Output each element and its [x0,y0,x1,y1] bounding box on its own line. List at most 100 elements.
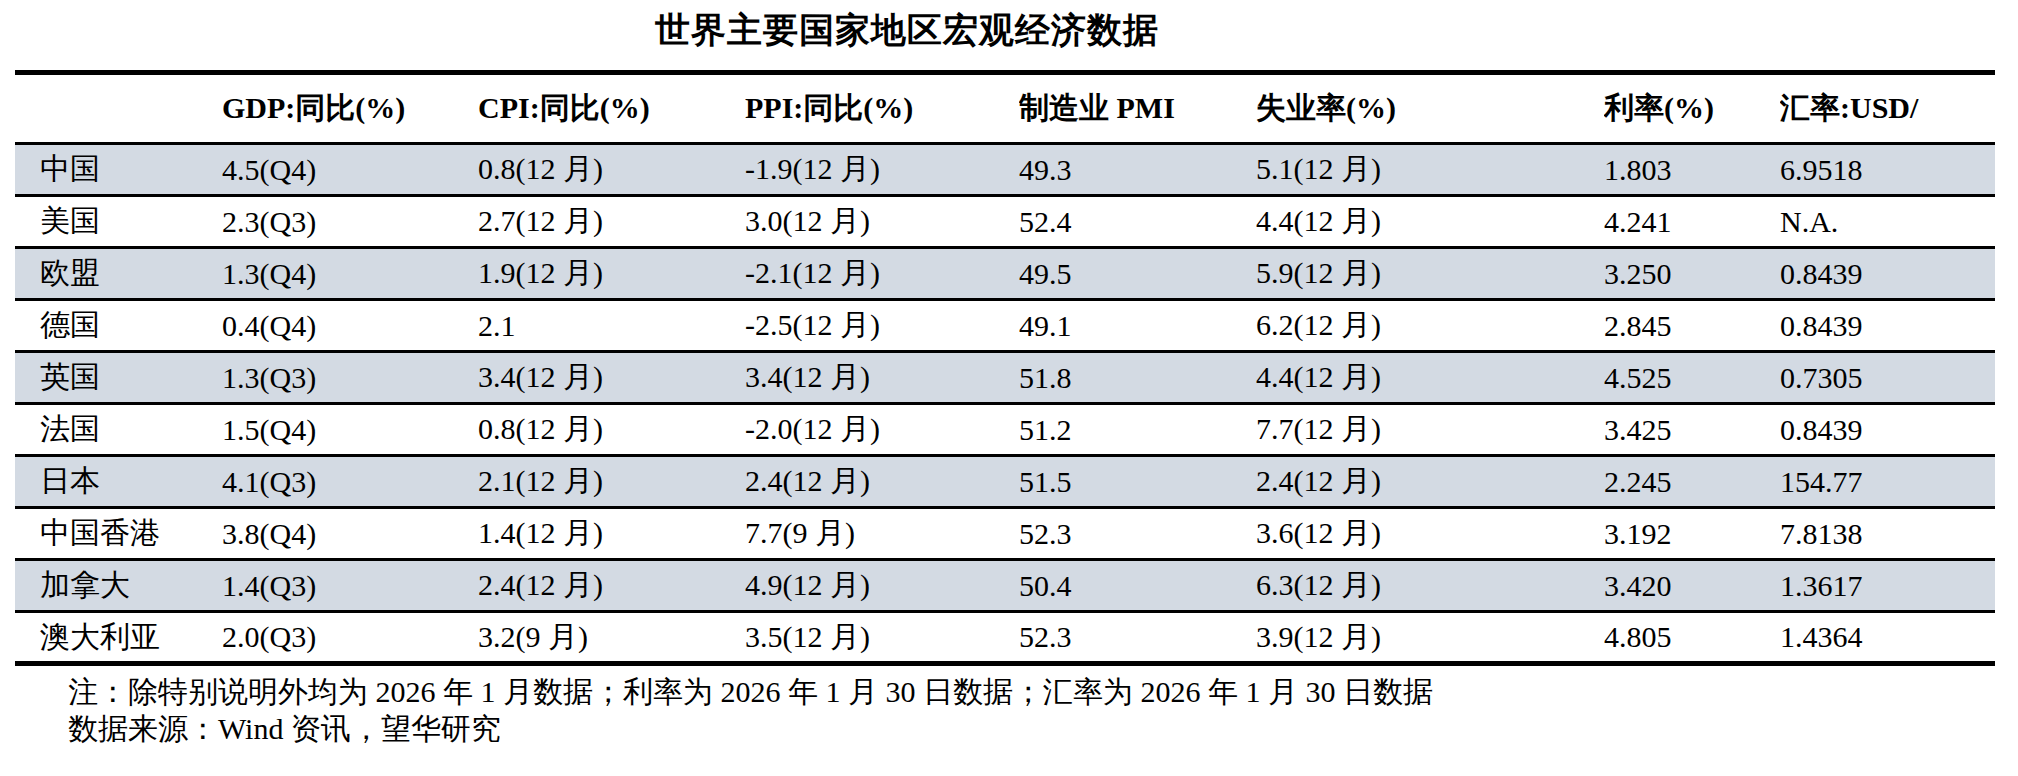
unemployment-cell: 2.4(12 月) [1256,456,1604,508]
column-header-pmi: 制造业 PMI [1019,73,1256,144]
fx-rate-cell: 1.4364 [1780,612,1995,664]
interest-rate-cell: 4.525 [1604,352,1780,404]
ppi-cell: 3.5(12 月) [745,612,1019,664]
table-row: 澳大利亚 2.0(Q3) 3.2(9 月) 3.5(12 月) 52.3 3.9… [15,612,1995,664]
cpi-cell: 2.4(12 月) [478,560,745,612]
fx-rate-cell: N.A. [1780,196,1995,248]
cpi-cell: 3.4(12 月) [478,352,745,404]
unemployment-cell: 6.2(12 月) [1256,300,1604,352]
column-header-region [15,73,222,144]
table-row: 日本 4.1(Q3) 2.1(12 月) 2.4(12 月) 51.5 2.4(… [15,456,1995,508]
ppi-cell: 3.0(12 月) [745,196,1019,248]
gdp-cell: 0.4(Q4) [222,300,478,352]
ppi-cell: -2.5(12 月) [745,300,1019,352]
pmi-cell: 50.4 [1019,560,1256,612]
gdp-cell: 4.1(Q3) [222,456,478,508]
ppi-cell: 4.9(12 月) [745,560,1019,612]
table-row: 德国 0.4(Q4) 2.1 -2.5(12 月) 49.1 6.2(12 月)… [15,300,1995,352]
interest-rate-cell: 4.241 [1604,196,1780,248]
unemployment-cell: 6.3(12 月) [1256,560,1604,612]
interest-rate-cell: 3.420 [1604,560,1780,612]
cpi-cell: 0.8(12 月) [478,404,745,456]
pmi-cell: 52.3 [1019,508,1256,560]
region-cell: 欧盟 [15,248,222,300]
gdp-cell: 1.3(Q3) [222,352,478,404]
pmi-cell: 51.2 [1019,404,1256,456]
gdp-cell: 3.8(Q4) [222,508,478,560]
region-cell: 澳大利亚 [15,612,222,664]
column-header-ppi: PPI:同比(%) [745,73,1019,144]
table-row: 欧盟 1.3(Q4) 1.9(12 月) -2.1(12 月) 49.5 5.9… [15,248,1995,300]
unemployment-cell: 7.7(12 月) [1256,404,1604,456]
note-line: 注：除特别说明外均为 2026 年 1 月数据；利率为 2026 年 1 月 3… [68,673,2018,710]
cpi-cell: 1.4(12 月) [478,508,745,560]
interest-rate-cell: 2.845 [1604,300,1780,352]
gdp-cell: 1.5(Q4) [222,404,478,456]
ppi-cell: -1.9(12 月) [745,144,1019,196]
region-cell: 德国 [15,300,222,352]
cpi-cell: 2.1(12 月) [478,456,745,508]
column-header-unemployment: 失业率(%) [1256,73,1604,144]
region-cell: 英国 [15,352,222,404]
ppi-cell: -2.0(12 月) [745,404,1019,456]
cpi-cell: 1.9(12 月) [478,248,745,300]
table-row: 中国香港 3.8(Q4) 1.4(12 月) 7.7(9 月) 52.3 3.6… [15,508,1995,560]
region-cell: 日本 [15,456,222,508]
ppi-cell: 7.7(9 月) [745,508,1019,560]
column-header-cpi: CPI:同比(%) [478,73,745,144]
pmi-cell: 51.5 [1019,456,1256,508]
column-header-fx-rate: 汇率:USD/ [1780,73,1995,144]
gdp-cell: 1.3(Q4) [222,248,478,300]
region-cell: 加拿大 [15,560,222,612]
pmi-cell: 49.5 [1019,248,1256,300]
pmi-cell: 52.3 [1019,612,1256,664]
region-cell: 中国香港 [15,508,222,560]
gdp-cell: 2.0(Q3) [222,612,478,664]
table-notes: 注：除特别说明外均为 2026 年 1 月数据；利率为 2026 年 1 月 3… [68,673,2018,747]
pmi-cell: 49.3 [1019,144,1256,196]
pmi-cell: 49.1 [1019,300,1256,352]
region-cell: 中国 [15,144,222,196]
ppi-cell: 2.4(12 月) [745,456,1019,508]
table-row: 美国 2.3(Q3) 2.7(12 月) 3.0(12 月) 52.4 4.4(… [15,196,1995,248]
interest-rate-cell: 3.250 [1604,248,1780,300]
fx-rate-cell: 0.8439 [1780,300,1995,352]
cpi-cell: 2.1 [478,300,745,352]
interest-rate-cell: 4.805 [1604,612,1780,664]
report-page: 世界主要国家地区宏观经济数据 GDP:同比(%) CPI:同比(%) PPI:同… [0,6,2018,747]
table-row: 中国 4.5(Q4) 0.8(12 月) -1.9(12 月) 49.3 5.1… [15,144,1995,196]
fx-rate-cell: 0.8439 [1780,404,1995,456]
pmi-cell: 52.4 [1019,196,1256,248]
table-row: 英国 1.3(Q3) 3.4(12 月) 3.4(12 月) 51.8 4.4(… [15,352,1995,404]
region-cell: 美国 [15,196,222,248]
table-body: 中国 4.5(Q4) 0.8(12 月) -1.9(12 月) 49.3 5.1… [15,144,1995,664]
cpi-cell: 2.7(12 月) [478,196,745,248]
pmi-cell: 51.8 [1019,352,1256,404]
gdp-cell: 2.3(Q3) [222,196,478,248]
interest-rate-cell: 2.245 [1604,456,1780,508]
interest-rate-cell: 3.192 [1604,508,1780,560]
table-row: 加拿大 1.4(Q3) 2.4(12 月) 4.9(12 月) 50.4 6.3… [15,560,1995,612]
fx-rate-cell: 0.7305 [1780,352,1995,404]
ppi-cell: -2.1(12 月) [745,248,1019,300]
fx-rate-cell: 1.3617 [1780,560,1995,612]
unemployment-cell: 4.4(12 月) [1256,352,1604,404]
gdp-cell: 1.4(Q3) [222,560,478,612]
table-row: 法国 1.5(Q4) 0.8(12 月) -2.0(12 月) 51.2 7.7… [15,404,1995,456]
unemployment-cell: 4.4(12 月) [1256,196,1604,248]
unemployment-cell: 5.1(12 月) [1256,144,1604,196]
source-line: 数据来源：Wind 资讯，望华研究 [68,710,2018,747]
gdp-cell: 4.5(Q4) [222,144,478,196]
macro-data-table: GDP:同比(%) CPI:同比(%) PPI:同比(%) 制造业 PMI 失业… [15,70,1995,666]
interest-rate-cell: 3.425 [1604,404,1780,456]
column-header-gdp: GDP:同比(%) [222,73,478,144]
table-header: GDP:同比(%) CPI:同比(%) PPI:同比(%) 制造业 PMI 失业… [15,73,1995,144]
ppi-cell: 3.4(12 月) [745,352,1019,404]
unemployment-cell: 3.9(12 月) [1256,612,1604,664]
column-header-interest-rate: 利率(%) [1604,73,1780,144]
region-cell: 法国 [15,404,222,456]
fx-rate-cell: 7.8138 [1780,508,1995,560]
fx-rate-cell: 6.9518 [1780,144,1995,196]
cpi-cell: 0.8(12 月) [478,144,745,196]
unemployment-cell: 5.9(12 月) [1256,248,1604,300]
